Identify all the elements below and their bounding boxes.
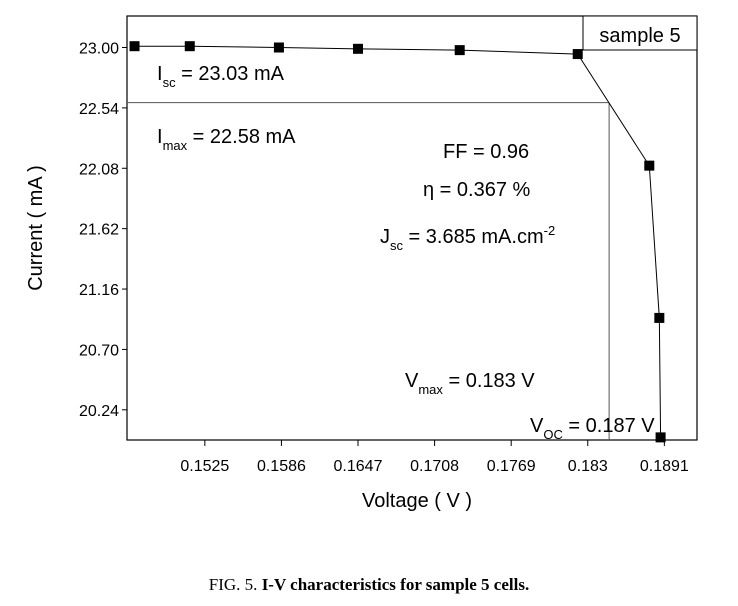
annotation: Imax = 22.58 mA <box>157 126 296 153</box>
annotation-part: = 0.183 V <box>443 370 535 392</box>
y-tick-label: 21.16 <box>79 282 119 299</box>
annotation: Isc = 23.03 mA <box>157 63 285 90</box>
annotation-part: = 22.58 mA <box>187 126 296 148</box>
annotation: Vmax = 0.183 V <box>405 370 535 397</box>
annotation: FF = 0.96 <box>443 141 529 163</box>
y-tick-label: 20.24 <box>79 403 119 420</box>
annotation-part: I <box>157 63 163 85</box>
y-axis-label: Current ( mA ) <box>25 165 47 291</box>
y-tick-label: 23.00 <box>79 41 119 58</box>
annotation-part: V <box>530 415 544 437</box>
annotation-part: J <box>380 226 390 248</box>
data-point <box>184 41 195 52</box>
annotation-part: = 3.685 mA.cm <box>403 226 544 248</box>
x-axis-label: Voltage ( V ) <box>362 490 472 512</box>
y-tick-label: 21.62 <box>79 222 119 239</box>
data-point <box>129 41 140 52</box>
annotation-part: = 23.03 mA <box>176 63 285 85</box>
plot-frame <box>126 15 698 441</box>
caption: FIG. 5. I-V characteristics for sample 5… <box>209 575 529 594</box>
y-tick-label: 22.08 <box>79 161 119 178</box>
annotation-part: V <box>405 370 419 392</box>
annotation-part: max <box>163 138 188 153</box>
annotation-part: max <box>418 382 443 397</box>
legend-box <box>582 15 698 51</box>
y-tick-label: 20.70 <box>79 342 119 359</box>
annotation-part: FF = 0.96 <box>443 141 529 163</box>
annotation-part: -2 <box>544 223 556 238</box>
data-point <box>273 42 284 53</box>
x-tick-label: 0.183 <box>568 458 608 475</box>
data-point <box>572 49 583 60</box>
annotation: η = 0.367 % <box>423 179 531 201</box>
annotation-part: I <box>157 126 163 148</box>
legend-label: sample 5 <box>599 25 680 47</box>
annotation: VOC = 0.187 V <box>530 415 655 442</box>
x-tick-label: 0.1708 <box>410 458 459 475</box>
x-tick-label: 0.1525 <box>180 458 229 475</box>
data-point <box>353 43 364 54</box>
x-tick-label: 0.1891 <box>640 458 689 475</box>
data-point <box>654 312 665 323</box>
annotation-part: η = 0.367 % <box>423 179 531 201</box>
x-tick-label: 0.1586 <box>257 458 306 475</box>
caption-label: FIG. 5. <box>209 575 258 594</box>
y-tick-label: 22.54 <box>79 101 119 118</box>
data-point <box>655 432 666 443</box>
data-point <box>454 45 465 56</box>
x-tick-label: 0.1647 <box>334 458 383 475</box>
data-point <box>644 160 655 171</box>
annotation-part: = 0.187 V <box>563 415 655 437</box>
caption-text: I-V characteristics for sample 5 cells. <box>262 575 530 594</box>
annotation-part: OC <box>543 427 563 442</box>
annotation-part: sc <box>390 238 404 253</box>
annotation: Jsc = 3.685 mA.cm-2 <box>380 223 555 253</box>
annotation-part: sc <box>163 75 177 90</box>
x-tick-label: 0.1769 <box>487 458 536 475</box>
